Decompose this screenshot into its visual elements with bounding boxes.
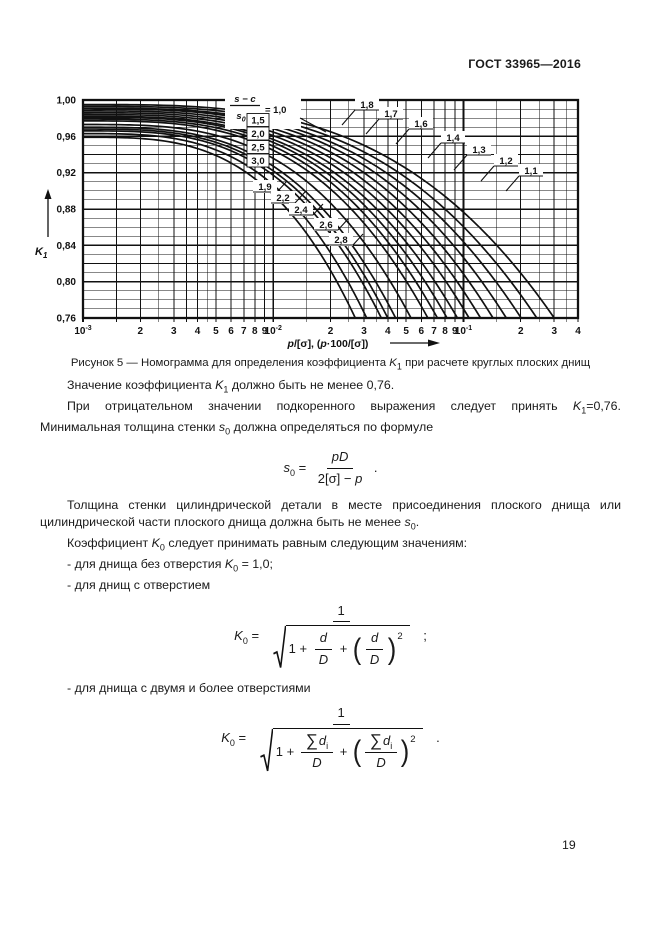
svg-text:10-3: 10-3 [74, 325, 91, 337]
svg-text:9: 9 [262, 326, 268, 337]
svg-text:= 1,0: = 1,0 [265, 105, 286, 116]
svg-text:3: 3 [171, 326, 177, 337]
paragraph-negative-root: При отрицательном значении подкоренного … [40, 399, 621, 437]
svg-text:1,4: 1,4 [446, 133, 460, 144]
curve-1,7 [83, 115, 459, 318]
svg-text:s0: s0 [236, 111, 245, 124]
svg-text:2,8: 2,8 [334, 235, 347, 246]
top-right-curve-labels: 1,8 1,7 1,6 1,4 1,3 1,2 1,1 [341, 98, 543, 192]
boxed-curve-labels: 1,5 2,0 2,5 3,0 [246, 113, 270, 168]
page-number: 19 [562, 838, 576, 852]
svg-text:2,6: 2,6 [319, 220, 332, 231]
svg-text:1,7: 1,7 [384, 109, 397, 120]
svg-text:0,88: 0,88 [57, 205, 77, 216]
svg-text:1,00: 1,00 [57, 96, 77, 107]
svg-text:2,0: 2,0 [251, 129, 264, 140]
curve-3,0 [83, 136, 357, 318]
svg-text:2: 2 [137, 326, 143, 337]
svg-text:2: 2 [328, 326, 334, 337]
svg-text:3,0: 3,0 [251, 156, 264, 167]
svg-text:1,9: 1,9 [258, 182, 271, 193]
curve-1,6 [83, 113, 470, 318]
svg-text:7: 7 [241, 326, 247, 337]
list-item-one-hole: - для днищ с отверстием [67, 578, 211, 593]
list-item-many-holes: - для днища с двумя и более отверстиями [67, 680, 311, 695]
svg-text:1,1: 1,1 [524, 166, 538, 177]
svg-text:0,84: 0,84 [57, 241, 77, 252]
svg-text:8: 8 [252, 326, 258, 337]
svg-text:6: 6 [228, 326, 234, 337]
svg-text:8: 8 [442, 326, 448, 337]
svg-text:0,76: 0,76 [57, 314, 77, 325]
svg-text:0,80: 0,80 [57, 277, 77, 288]
svg-text:7: 7 [431, 326, 437, 337]
svg-text:2,5: 2,5 [251, 143, 265, 154]
svg-text:6: 6 [418, 326, 424, 337]
document-header: ГОСТ 33965—2016 [468, 57, 581, 71]
svg-text:0,92: 0,92 [57, 168, 77, 179]
nomogram-figure: 1,00 0,96 0,92 0,88 0,84 0,80 0,76 10-3 10-2 10-1… [28, 85, 593, 360]
svg-text:5: 5 [213, 326, 219, 337]
svg-text:5: 5 [403, 326, 409, 337]
curve-1,1 [83, 105, 538, 318]
svg-text:1,6: 1,6 [414, 119, 427, 130]
x-axis-title: p/[σ], (p·100/[σ]) [287, 338, 369, 350]
svg-text:4: 4 [195, 326, 201, 337]
diagonal-curve-labels: 1,9 2,2 2,4 2,62,8 [253, 180, 364, 246]
y-axis-title: K1 [35, 246, 48, 260]
svg-text:4: 4 [575, 326, 581, 337]
curve-2,8 [83, 132, 368, 318]
svg-text:1,2: 1,2 [499, 156, 512, 167]
svg-text:s − c: s − c [234, 94, 256, 105]
curve-1,4 [83, 110, 494, 318]
svg-text:0,96: 0,96 [57, 132, 77, 143]
curve-1,5 [83, 111, 482, 318]
curve-1,2 [83, 107, 522, 318]
svg-text:4: 4 [385, 326, 391, 337]
svg-text:3: 3 [551, 326, 557, 337]
curve-1,3 [83, 108, 508, 318]
list-item-no-hole: - для днища без отверстия K0 = 1,0; [67, 557, 273, 574]
svg-text:1,3: 1,3 [472, 145, 485, 156]
svg-text:2,4: 2,4 [294, 205, 308, 216]
svg-text:9: 9 [452, 326, 458, 337]
svg-text:10-1: 10-1 [455, 325, 472, 337]
figure-caption: Рисунок 5 — Номограмма для определения к… [70, 357, 591, 372]
paragraph-k1-min: Значение коэффициента K1 должно быть не … [67, 378, 395, 395]
svg-text:2,2: 2,2 [276, 193, 289, 204]
svg-text:3: 3 [361, 326, 367, 337]
document-body: Значение коэффициента K1 должно быть не … [40, 377, 621, 782]
svg-text:1,5: 1,5 [251, 116, 265, 127]
paragraph-wall-thickness: Толщина стенки цилиндрической детали в м… [40, 498, 621, 532]
svg-text:1,8: 1,8 [360, 100, 373, 111]
svg-text:10-2: 10-2 [265, 325, 282, 337]
paragraph-k0-values: Коэффициент K0 следует принимать равным … [67, 536, 468, 553]
svg-text:2: 2 [518, 326, 524, 337]
